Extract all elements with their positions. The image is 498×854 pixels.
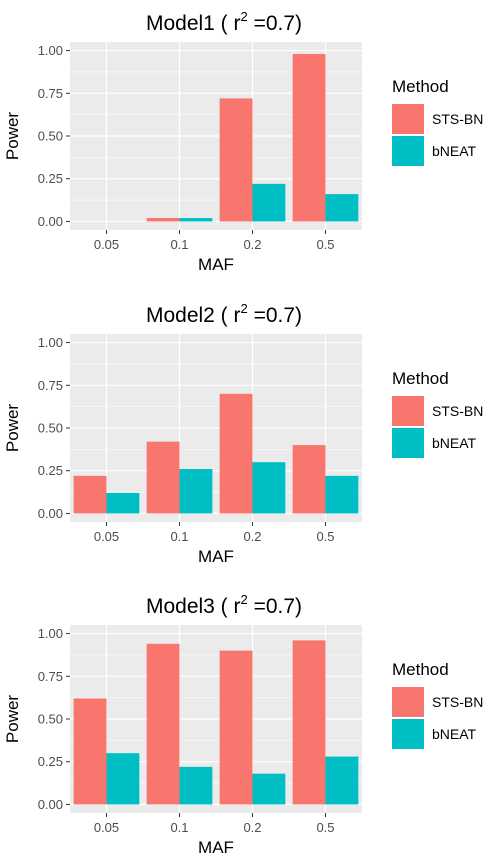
legend-label: bNEAT [432, 435, 477, 451]
y-tick-label: 0.25 [38, 754, 63, 769]
bar-sts-bn-0.2 [219, 98, 253, 222]
chart-title-prefix: Model1 ( r [146, 12, 241, 35]
x-axis-title: MAF [198, 838, 234, 854]
chart-title: Model2 ( r2 =0.7) [146, 301, 302, 327]
bar-bneat-0.05 [106, 492, 140, 514]
chart-title-suffix: =0.7) [248, 12, 302, 35]
chart-title-prefix: Model2 ( r [146, 304, 241, 327]
y-tick-label: 0.50 [38, 712, 63, 727]
legend-label: STS-BN [432, 111, 483, 127]
y-tick-label: 0.50 [38, 129, 63, 144]
x-tick-label: 0.2 [243, 237, 261, 252]
y-tick-label: 0.75 [38, 378, 63, 393]
x-tick-label: 0.1 [170, 820, 188, 835]
legend-label: bNEAT [432, 143, 477, 159]
chart-title-superscript: 2 [241, 592, 248, 607]
y-tick-label: 0.00 [38, 506, 63, 521]
x-axis-title: MAF [198, 547, 234, 566]
legend-title: Method [392, 369, 449, 388]
bar-bneat-0.1 [179, 766, 213, 805]
bar-bneat-0.2 [252, 462, 286, 514]
bar-sts-bn-0.05 [73, 475, 107, 514]
y-axis-title: Power [3, 112, 22, 161]
y-tick-label: 0.00 [38, 797, 63, 812]
x-tick-label: 0.5 [316, 820, 334, 835]
y-tick-label: 0.75 [38, 669, 63, 684]
x-tick-label: 0.1 [170, 237, 188, 252]
bar-sts-bn-0.2 [219, 393, 253, 514]
legend-label: bNEAT [432, 726, 477, 742]
legend-key-bneat [392, 428, 424, 458]
y-axis-title: Power [3, 695, 22, 744]
y-tick-label: 0.75 [38, 86, 63, 101]
legend-key-bneat [392, 719, 424, 749]
chart-title: Model3 ( r2 =0.7) [146, 592, 302, 618]
chart-title: Model1 ( r2 =0.7) [146, 9, 302, 35]
bar-sts-bn-0.1 [146, 643, 180, 805]
chart-title-suffix: =0.7) [248, 304, 302, 327]
x-tick-label: 0.5 [316, 237, 334, 252]
bar-sts-bn-0.5 [292, 445, 326, 514]
y-axis-title: Power [3, 404, 22, 453]
chart-title-superscript: 2 [241, 9, 248, 24]
bar-bneat-0.2 [252, 183, 286, 222]
y-tick-label: 0.25 [38, 171, 63, 186]
bar-bneat-0.5 [325, 475, 359, 514]
x-tick-label: 0.05 [94, 237, 119, 252]
y-tick-label: 1.00 [38, 335, 63, 350]
legend-key-sts-bn [392, 687, 424, 717]
chart-title-superscript: 2 [241, 301, 248, 316]
chart-title-prefix: Model3 ( r [146, 595, 241, 618]
x-tick-label: 0.1 [170, 529, 188, 544]
bar-sts-bn-0.1 [146, 218, 180, 222]
bar-sts-bn-0.5 [292, 53, 326, 222]
legend-key-sts-bn [392, 396, 424, 426]
y-tick-label: 0.50 [38, 421, 63, 436]
legend-key-bneat [392, 136, 424, 166]
chart-1: Model1 ( r2 =0.7) 0.00 0.25 0.50 0.75 1.00 0.0… [3, 9, 483, 274]
legend-label: STS-BN [432, 403, 483, 419]
bar-bneat-0.5 [325, 194, 359, 222]
bar-sts-bn-0.5 [292, 640, 326, 805]
legend-key-sts-bn [392, 104, 424, 134]
bar-bneat-0.5 [325, 756, 359, 805]
y-tick-label: 0.00 [38, 214, 63, 229]
y-tick-label: 0.25 [38, 463, 63, 478]
x-tick-label: 0.05 [94, 529, 119, 544]
x-tick-label: 0.05 [94, 820, 119, 835]
bar-sts-bn-0.1 [146, 441, 180, 514]
chart-title-suffix: =0.7) [248, 595, 302, 618]
x-tick-label: 0.2 [243, 529, 261, 544]
bar-bneat-0.1 [179, 469, 213, 514]
chart-2: Model2 ( r2 =0.7) 0.00 0.25 0.50 0.75 1.00 0.0… [3, 301, 483, 566]
legend-title: Method [392, 660, 449, 679]
bar-bneat-0.1 [179, 218, 213, 222]
x-tick-label: 0.2 [243, 820, 261, 835]
y-tick-label: 1.00 [38, 626, 63, 641]
y-tick-label: 1.00 [38, 43, 63, 58]
bar-sts-bn-0.2 [219, 650, 253, 805]
legend-title: Method [392, 77, 449, 96]
bar-bneat-0.2 [252, 773, 286, 805]
bar-sts-bn-0.05 [73, 698, 107, 805]
chart-3: Model3 ( r2 =0.7) 0.00 0.25 0.50 0.75 1.00 0.0… [3, 592, 483, 854]
legend-label: STS-BN [432, 694, 483, 710]
x-tick-label: 0.5 [316, 529, 334, 544]
bar-bneat-0.05 [106, 753, 140, 805]
x-axis-title: MAF [198, 255, 234, 274]
